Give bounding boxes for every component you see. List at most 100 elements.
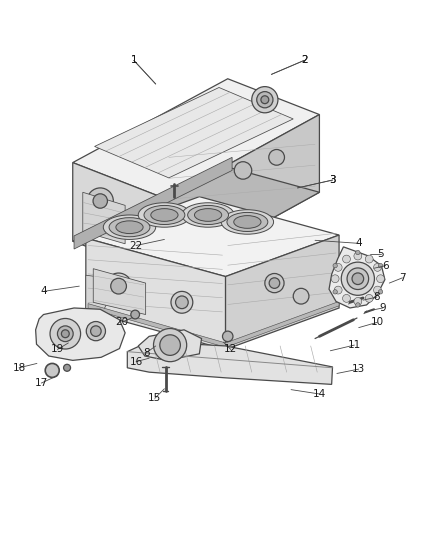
- Circle shape: [86, 321, 106, 341]
- Circle shape: [331, 275, 339, 282]
- Ellipse shape: [151, 208, 178, 221]
- Polygon shape: [74, 157, 232, 249]
- Circle shape: [293, 288, 309, 304]
- Polygon shape: [83, 192, 125, 244]
- Polygon shape: [86, 238, 226, 350]
- Circle shape: [104, 212, 126, 234]
- Text: 4: 4: [40, 286, 47, 296]
- Polygon shape: [95, 87, 293, 178]
- Polygon shape: [88, 302, 339, 348]
- Text: 15: 15: [148, 393, 162, 403]
- Circle shape: [378, 289, 383, 294]
- Text: 16: 16: [129, 357, 143, 367]
- Ellipse shape: [103, 215, 155, 239]
- Circle shape: [347, 268, 369, 289]
- Polygon shape: [73, 79, 319, 199]
- Polygon shape: [73, 163, 166, 259]
- Polygon shape: [329, 247, 385, 308]
- Circle shape: [171, 292, 193, 313]
- Text: 6: 6: [382, 261, 389, 271]
- Text: 4: 4: [355, 238, 362, 248]
- Text: 9: 9: [379, 303, 386, 313]
- Polygon shape: [93, 269, 146, 314]
- Text: 3: 3: [329, 175, 336, 185]
- Circle shape: [374, 286, 381, 294]
- Circle shape: [252, 87, 278, 113]
- Circle shape: [333, 263, 337, 268]
- Text: 1: 1: [131, 55, 137, 66]
- Circle shape: [64, 364, 71, 372]
- Circle shape: [365, 294, 373, 302]
- Circle shape: [234, 161, 252, 179]
- Circle shape: [356, 303, 360, 307]
- Circle shape: [341, 262, 374, 295]
- Ellipse shape: [182, 203, 234, 227]
- Polygon shape: [73, 168, 319, 277]
- Polygon shape: [226, 235, 339, 350]
- Text: 3: 3: [329, 175, 336, 185]
- Text: 18: 18: [12, 363, 26, 373]
- Circle shape: [93, 194, 107, 208]
- Polygon shape: [86, 275, 110, 316]
- Polygon shape: [35, 308, 125, 360]
- Ellipse shape: [194, 208, 222, 221]
- Circle shape: [374, 263, 381, 271]
- Circle shape: [343, 294, 350, 302]
- Ellipse shape: [187, 205, 229, 224]
- Circle shape: [176, 296, 188, 309]
- Polygon shape: [166, 115, 319, 277]
- Circle shape: [50, 318, 81, 349]
- Circle shape: [354, 252, 362, 260]
- Text: 8: 8: [143, 348, 149, 358]
- Circle shape: [106, 273, 132, 299]
- Circle shape: [334, 263, 342, 271]
- Polygon shape: [86, 197, 339, 277]
- Text: 22: 22: [129, 240, 143, 251]
- Text: 20: 20: [116, 317, 129, 327]
- Circle shape: [160, 335, 180, 356]
- Circle shape: [223, 331, 233, 342]
- Circle shape: [365, 255, 373, 263]
- Circle shape: [91, 326, 101, 336]
- Circle shape: [356, 251, 360, 255]
- Circle shape: [377, 275, 385, 282]
- Circle shape: [261, 96, 269, 103]
- Text: 2: 2: [301, 55, 307, 66]
- Text: 1: 1: [131, 55, 137, 66]
- Text: 17: 17: [35, 378, 48, 388]
- Circle shape: [354, 297, 362, 305]
- Circle shape: [378, 263, 383, 268]
- Ellipse shape: [109, 217, 150, 237]
- Text: 8: 8: [374, 292, 380, 302]
- Circle shape: [265, 273, 284, 293]
- Ellipse shape: [221, 210, 274, 234]
- Ellipse shape: [116, 221, 143, 233]
- Circle shape: [352, 273, 364, 285]
- Circle shape: [153, 328, 187, 362]
- Circle shape: [334, 286, 342, 294]
- Circle shape: [45, 364, 59, 377]
- Circle shape: [343, 255, 350, 263]
- Text: 13: 13: [352, 364, 365, 374]
- Circle shape: [131, 310, 140, 319]
- Text: 11: 11: [348, 340, 361, 350]
- Text: 14: 14: [313, 389, 326, 399]
- Text: 12: 12: [224, 344, 237, 354]
- Circle shape: [61, 330, 69, 338]
- Text: 5: 5: [377, 249, 384, 259]
- Ellipse shape: [138, 203, 191, 227]
- Text: 2: 2: [301, 55, 307, 66]
- Circle shape: [111, 278, 127, 294]
- Text: 7: 7: [399, 273, 406, 283]
- Circle shape: [57, 326, 73, 342]
- Ellipse shape: [234, 216, 261, 228]
- Polygon shape: [127, 342, 332, 384]
- Text: 10: 10: [371, 317, 384, 327]
- Ellipse shape: [227, 213, 268, 231]
- Circle shape: [269, 278, 280, 288]
- Text: 19: 19: [51, 344, 64, 354]
- Ellipse shape: [144, 205, 185, 224]
- Polygon shape: [138, 330, 201, 360]
- Circle shape: [269, 149, 285, 165]
- Circle shape: [257, 92, 273, 108]
